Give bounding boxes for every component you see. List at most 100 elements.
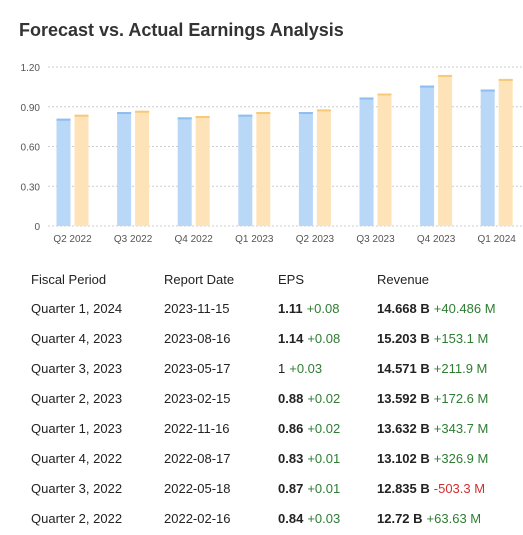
revenue-value: 13.592 B	[377, 391, 430, 406]
actual-bar	[195, 116, 210, 226]
revenue-cell: 12.72 B +63.63 M	[377, 511, 481, 526]
actual-bar-cap	[438, 74, 453, 77]
estimate-bar	[177, 117, 192, 226]
actual-bar-cap	[316, 109, 331, 112]
eps-cell: 0.87 +0.01	[278, 481, 340, 496]
fiscal-period: Quarter 2, 2023	[31, 391, 123, 406]
eps-cell: 0.84 +0.03	[278, 511, 340, 526]
revenue-cell: 14.668 B +40.486 M	[377, 301, 496, 316]
revenue-cell: 15.203 B +153.1 M	[377, 331, 488, 346]
x-tick-label: Q3 2022	[114, 234, 153, 245]
eps-surprise: +0.08	[306, 301, 340, 316]
actual-bar	[377, 93, 392, 226]
revenue-cell: 13.632 B +343.7 M	[377, 421, 488, 436]
eps-value: 1	[278, 361, 286, 376]
eps-cell: 1.14 +0.08	[278, 331, 340, 346]
revenue-cell: 14.571 B +211.9 M	[377, 361, 487, 376]
x-tick-label: Q2 2022	[53, 234, 92, 245]
estimate-bar-cap	[480, 89, 495, 92]
revenue-value: 14.668 B	[377, 301, 430, 316]
eps-surprise: +0.03	[307, 511, 341, 526]
actual-bar	[135, 110, 150, 226]
revenue-surprise: +326.9 M	[433, 451, 489, 466]
report-date: 2023-11-15	[164, 301, 230, 316]
revenue-cell: 13.102 B +326.9 M	[377, 451, 488, 466]
actual-bar	[256, 112, 271, 226]
revenue-value: 12.835 B	[377, 481, 430, 496]
fiscal-period: Quarter 1, 2024	[31, 301, 123, 316]
report-date: 2023-02-15	[164, 391, 231, 406]
actual-bar	[74, 114, 89, 226]
revenue-surprise: +172.6 M	[433, 391, 489, 406]
eps-cell: 0.83 +0.01	[278, 451, 340, 466]
estimate-bar	[420, 85, 435, 226]
eps-surprise: +0.08	[307, 331, 341, 346]
actual-bar	[316, 109, 331, 226]
estimate-bar	[238, 114, 253, 226]
eps-value: 1.14	[278, 331, 304, 346]
fiscal-period: Quarter 3, 2022	[31, 481, 123, 496]
estimate-bar-cap	[177, 117, 192, 120]
eps-value: 0.88	[278, 391, 304, 406]
fiscal-period: Quarter 2, 2022	[31, 511, 123, 526]
table-body: Quarter 1, 2024 2023-11-15 1.11 +0.08 14.668…	[0, 295, 523, 535]
eps-value: 0.87	[278, 481, 304, 496]
eps-surprise: +0.03	[289, 361, 323, 376]
earnings-bar-chart: 0 0.30 0.60 0.90 1.20 Q2 2022 Q3 2022 Q4 2022 Q1…	[21, 63, 523, 245]
revenue-cell: 12.835 B -503.3 M	[377, 481, 485, 496]
x-tick-label: Q1 2023	[235, 234, 274, 245]
actual-bar	[438, 74, 453, 226]
estimate-bar	[480, 89, 495, 227]
revenue-value: 15.203 B	[377, 331, 430, 346]
table-row: Quarter 1, 2023 2022-11-16 0.86 +0.02 13.632…	[0, 415, 523, 445]
table-row: Quarter 2, 2023 2023-02-15 0.88 +0.02 13.592…	[0, 385, 523, 415]
estimate-bar-cap	[420, 85, 435, 88]
revenue-surprise: +63.63 M	[426, 511, 482, 526]
revenue-surprise: +153.1 M	[433, 331, 489, 346]
actual-bar-cap	[256, 112, 271, 115]
revenue-value: 14.571 B	[377, 361, 430, 376]
x-tick-label: Q2 2023	[296, 234, 335, 245]
report-date: 2022-05-18	[164, 481, 231, 496]
actual-bar-cap	[135, 110, 150, 113]
y-tick-label: 0.90	[21, 103, 41, 114]
fiscal-period: Quarter 1, 2023	[31, 421, 123, 436]
eps-cell: 0.86 +0.02	[278, 421, 340, 436]
revenue-value: 13.632 B	[377, 421, 430, 436]
x-tick-label: Q4 2022	[175, 234, 214, 245]
estimate-bar-cap	[117, 112, 132, 115]
estimate-bar	[359, 97, 374, 226]
eps-surprise: +0.02	[307, 391, 341, 406]
eps-surprise: +0.02	[307, 421, 341, 436]
estimate-bar	[117, 112, 132, 226]
table-row: Quarter 4, 2022 2022-08-17 0.83 +0.01 13.102…	[0, 445, 523, 475]
fiscal-period: Quarter 4, 2023	[31, 331, 123, 346]
revenue-surprise: +211.9 M	[433, 361, 488, 376]
report-date: 2023-08-16	[164, 331, 231, 346]
fiscal-period: Quarter 3, 2023	[31, 361, 123, 376]
estimate-bar-cap	[359, 97, 374, 100]
eps-cell: 1 +0.03	[278, 361, 322, 376]
estimate-bar-cap	[238, 114, 253, 117]
report-date: 2022-11-16	[164, 421, 230, 436]
eps-cell: 1.11 +0.08	[278, 301, 340, 316]
report-date: 2023-05-17	[164, 361, 231, 376]
eps-surprise: +0.01	[307, 451, 341, 466]
estimate-bar	[56, 118, 71, 226]
eps-value: 0.86	[278, 421, 304, 436]
revenue-surprise: +343.7 M	[433, 421, 489, 436]
actual-bar-cap	[74, 114, 89, 117]
table-row: Quarter 4, 2023 2023-08-16 1.14 +0.08 15.203…	[0, 325, 523, 355]
report-date: 2022-08-17	[164, 451, 231, 466]
y-tick-label: 0.60	[21, 143, 41, 154]
eps-cell: 0.88 +0.02	[278, 391, 340, 406]
eps-value: 0.84	[278, 511, 304, 526]
actual-bar-cap	[377, 93, 392, 96]
x-tick-label: Q1 2024	[478, 234, 517, 245]
estimate-bar-cap	[298, 112, 313, 115]
revenue-surprise: +40.486 M	[433, 301, 496, 316]
eps-value: 1.11	[278, 301, 303, 316]
earnings-table: Fiscal Period Report Date EPS Revenue Qu…	[0, 266, 523, 535]
estimate-bar	[298, 112, 313, 226]
eps-value: 0.83	[278, 451, 304, 466]
